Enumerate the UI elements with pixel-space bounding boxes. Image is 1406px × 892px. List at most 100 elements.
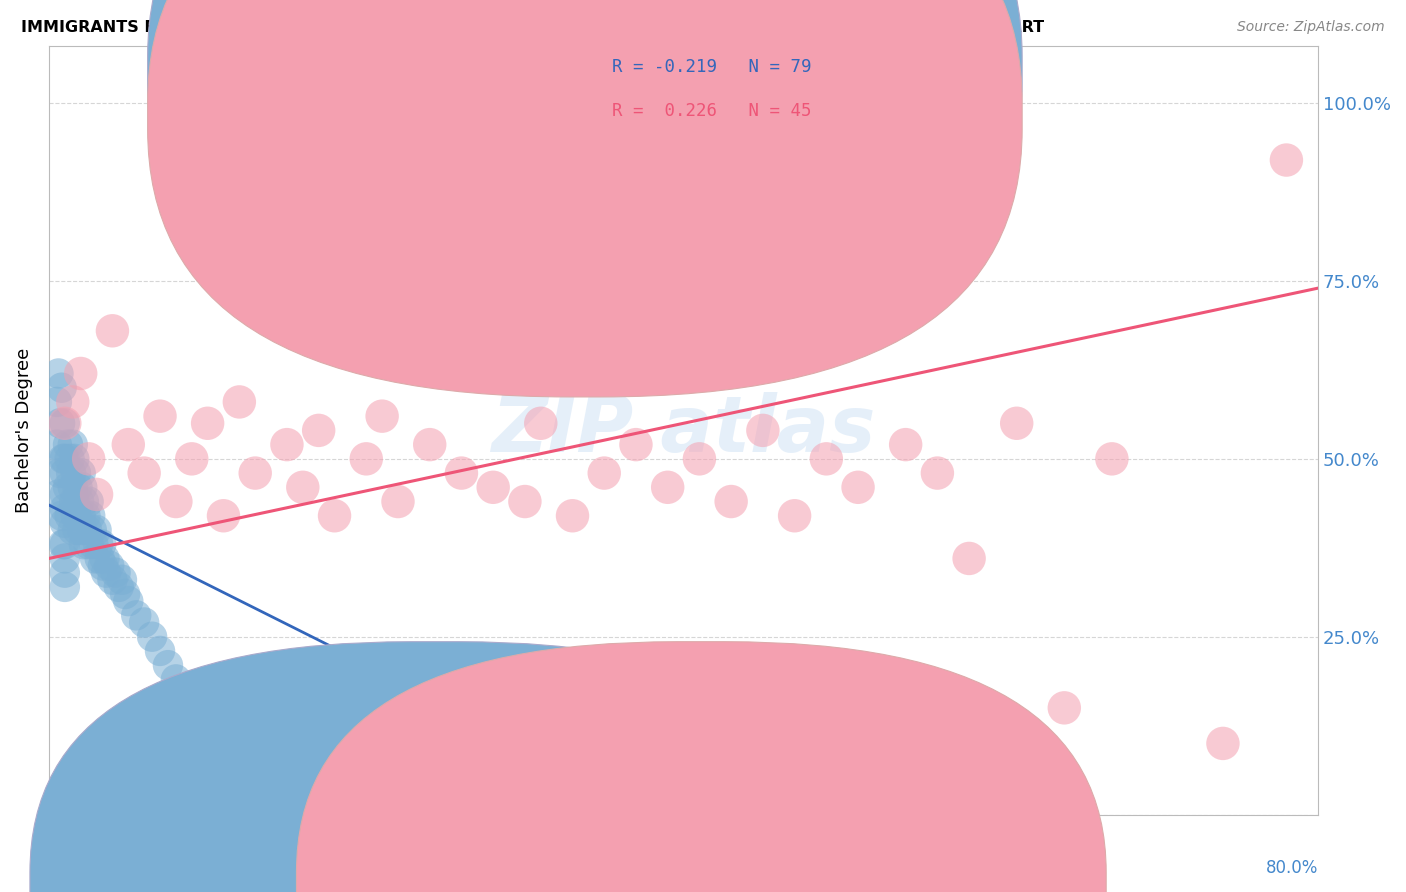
Point xyxy=(657,480,679,494)
Point xyxy=(84,551,107,566)
Point xyxy=(117,594,139,608)
Point xyxy=(339,750,361,764)
Point xyxy=(165,673,187,687)
Point xyxy=(45,437,67,451)
Point xyxy=(125,608,148,623)
Point xyxy=(783,508,806,523)
Point xyxy=(197,417,219,431)
Text: Source: ZipAtlas.com: Source: ZipAtlas.com xyxy=(1237,20,1385,34)
Point xyxy=(276,437,298,451)
Point xyxy=(846,480,869,494)
Point xyxy=(624,437,647,451)
Point xyxy=(894,437,917,451)
Point xyxy=(69,466,91,480)
Point xyxy=(52,451,75,466)
Point xyxy=(60,466,83,480)
Point xyxy=(63,451,86,466)
Point xyxy=(513,494,536,508)
Point xyxy=(101,324,124,338)
Point xyxy=(53,466,76,480)
Point xyxy=(323,508,346,523)
Point xyxy=(53,451,76,466)
Point xyxy=(752,424,775,438)
Point xyxy=(593,466,616,480)
Point xyxy=(276,736,298,750)
Text: R = -0.219   N = 79: R = -0.219 N = 79 xyxy=(612,58,811,76)
Point xyxy=(86,487,108,501)
Point xyxy=(76,523,98,537)
Point xyxy=(65,466,87,480)
Point xyxy=(371,409,394,424)
Point xyxy=(48,367,70,381)
Point xyxy=(89,551,111,566)
Text: ZIP atlas: ZIP atlas xyxy=(491,392,876,468)
Point xyxy=(51,508,73,523)
Point xyxy=(53,501,76,516)
Point xyxy=(69,508,91,523)
Point xyxy=(212,508,235,523)
Point xyxy=(53,551,76,566)
Point xyxy=(134,615,156,630)
Point xyxy=(53,566,76,580)
Point xyxy=(371,757,394,772)
Point xyxy=(90,537,112,551)
Point xyxy=(69,367,91,381)
Point xyxy=(111,573,134,587)
Point xyxy=(53,417,76,431)
Point xyxy=(94,566,117,580)
Text: 0.0%: 0.0% xyxy=(49,859,91,877)
Point xyxy=(141,630,163,644)
Y-axis label: Bachelor's Degree: Bachelor's Degree xyxy=(15,348,32,513)
Point xyxy=(48,487,70,501)
Point xyxy=(815,451,838,466)
Text: Immigrants from Western Europe: Immigrants from Western Europe xyxy=(734,878,1011,892)
Point xyxy=(86,523,108,537)
Point xyxy=(72,523,94,537)
Point xyxy=(56,480,79,494)
Point xyxy=(1101,451,1123,466)
Point xyxy=(308,743,330,757)
Point xyxy=(98,558,121,573)
Point xyxy=(82,537,104,551)
Point xyxy=(62,437,84,451)
Point xyxy=(56,437,79,451)
Point xyxy=(134,466,156,480)
Point xyxy=(957,551,980,566)
Point xyxy=(1275,153,1298,167)
Point xyxy=(419,437,441,451)
Point xyxy=(1005,417,1028,431)
Point xyxy=(104,566,127,580)
Point xyxy=(180,451,202,466)
Point xyxy=(927,466,949,480)
Point xyxy=(156,658,179,673)
Point xyxy=(450,466,472,480)
Text: 80.0%: 80.0% xyxy=(1265,859,1319,877)
Point xyxy=(87,537,110,551)
Point xyxy=(93,551,115,566)
Point xyxy=(419,764,441,779)
Point xyxy=(58,451,80,466)
Point xyxy=(149,409,172,424)
Point xyxy=(91,558,114,573)
Point xyxy=(77,537,100,551)
Point xyxy=(1212,736,1234,750)
FancyBboxPatch shape xyxy=(297,641,1107,892)
Point xyxy=(73,494,96,508)
Text: R =  0.226   N = 45: R = 0.226 N = 45 xyxy=(612,103,811,120)
Point xyxy=(228,395,250,409)
Point xyxy=(77,451,100,466)
Point xyxy=(720,494,742,508)
Point xyxy=(53,580,76,594)
Point xyxy=(53,516,76,530)
Point xyxy=(62,523,84,537)
Point xyxy=(45,395,67,409)
Point xyxy=(465,772,488,786)
Point xyxy=(58,508,80,523)
Point xyxy=(245,466,267,480)
Point xyxy=(51,381,73,395)
Point xyxy=(245,722,267,736)
Text: Immigrants from Congo: Immigrants from Congo xyxy=(468,878,665,892)
Point xyxy=(67,494,90,508)
Point xyxy=(212,708,235,723)
Point xyxy=(72,480,94,494)
